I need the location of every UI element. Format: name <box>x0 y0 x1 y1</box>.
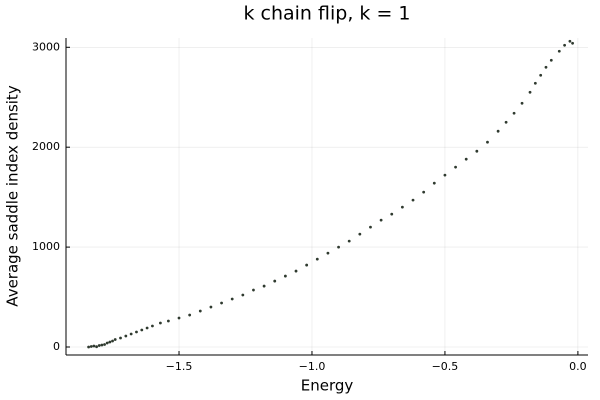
point <box>273 279 277 283</box>
point <box>294 269 298 273</box>
point <box>100 343 104 347</box>
point <box>108 340 112 344</box>
point <box>140 328 144 332</box>
point <box>159 321 162 325</box>
point <box>475 149 479 153</box>
point <box>337 245 340 249</box>
point <box>568 39 572 43</box>
point <box>528 90 532 94</box>
point <box>166 319 170 323</box>
x-tick-label: −1.0 <box>299 360 326 373</box>
point <box>230 297 234 301</box>
point <box>549 58 553 62</box>
point <box>486 140 489 144</box>
point <box>145 326 149 330</box>
point <box>411 198 415 202</box>
point <box>92 344 96 348</box>
point <box>283 274 287 278</box>
x-tick-label: 0.0 <box>569 360 587 373</box>
point <box>220 301 223 305</box>
point <box>209 305 213 309</box>
point <box>103 343 106 346</box>
point <box>379 218 383 222</box>
x-tick-label: −1.5 <box>166 360 193 373</box>
point <box>129 332 133 336</box>
y-tick-label: 2000 <box>32 140 60 153</box>
point <box>262 284 266 288</box>
point <box>97 344 101 347</box>
point <box>87 345 91 349</box>
point <box>347 239 351 243</box>
point <box>533 81 537 85</box>
point <box>252 288 255 292</box>
point <box>422 190 426 194</box>
point <box>105 341 109 345</box>
point <box>390 212 394 216</box>
point <box>504 120 508 124</box>
point <box>135 330 138 334</box>
y-tick-label: 1000 <box>32 240 60 253</box>
point <box>95 345 98 349</box>
point <box>544 65 548 69</box>
y-tick-label: 3000 <box>32 40 60 53</box>
point <box>111 339 114 343</box>
point <box>326 251 330 255</box>
point <box>241 293 245 297</box>
chart-title: k chain flip, k = 1 <box>243 3 410 25</box>
point <box>520 101 524 105</box>
point <box>496 129 500 133</box>
point <box>124 334 128 338</box>
point <box>177 316 181 320</box>
point <box>563 43 566 47</box>
point <box>464 157 468 161</box>
x-axis-label: Energy <box>301 377 354 395</box>
point <box>305 263 309 267</box>
point <box>400 205 404 209</box>
point <box>315 257 319 261</box>
point <box>369 225 372 229</box>
point <box>571 41 574 45</box>
point <box>188 313 192 317</box>
point <box>89 345 93 348</box>
point <box>512 111 516 115</box>
point <box>557 49 561 53</box>
point <box>443 173 447 177</box>
point <box>198 309 202 313</box>
point <box>454 165 457 169</box>
y-tick-label: 0 <box>53 340 60 353</box>
point <box>151 324 154 328</box>
x-tick-label: −0.5 <box>432 360 459 373</box>
point <box>432 181 436 185</box>
point <box>358 232 362 236</box>
point <box>539 73 543 77</box>
point <box>113 338 117 341</box>
point <box>119 336 122 340</box>
y-axis-label: Average saddle index density <box>4 85 22 307</box>
